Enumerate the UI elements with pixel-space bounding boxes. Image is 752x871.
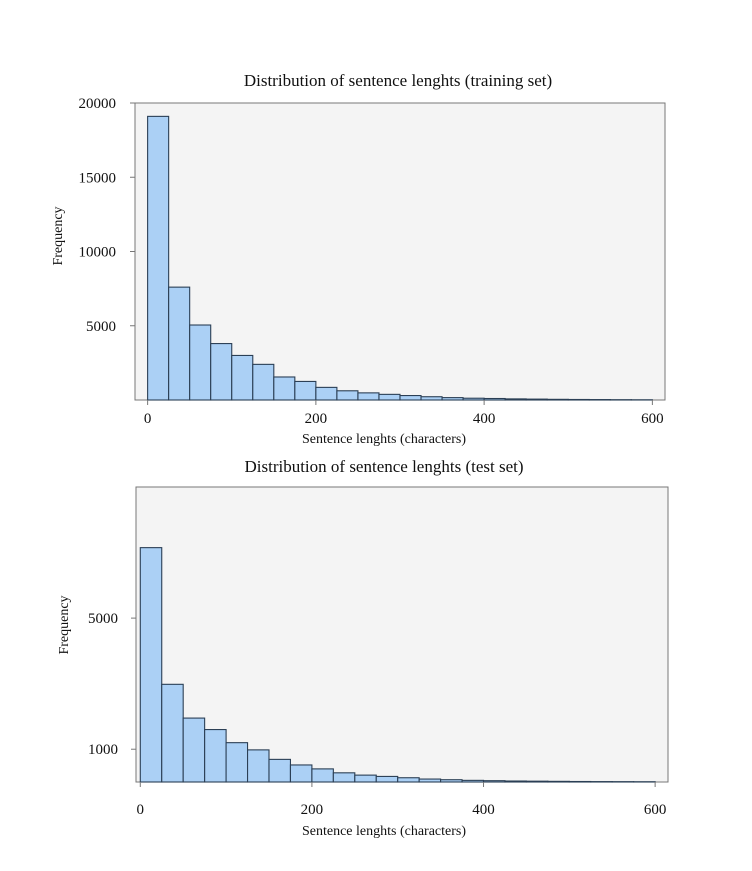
histogram-bar	[161, 683, 184, 783]
histogram-bar	[375, 775, 399, 783]
histogram-bar	[315, 386, 338, 401]
x-axis-label: Sentence lenghts (characters)	[302, 432, 466, 447]
histogram-bar	[546, 398, 569, 401]
y-tick-label: 5000	[86, 319, 116, 335]
histogram-bar	[247, 749, 270, 783]
x-ticks-group: 0 200 400 600	[144, 400, 664, 427]
histogram-bar	[311, 768, 334, 783]
y-axis-label: Frequency	[57, 595, 72, 654]
training-set-chart: Distribution of sentence lenghts (traini…	[51, 71, 666, 447]
histogram-bar	[332, 772, 356, 783]
chart-title: Distribution of sentence lenghts (test s…	[244, 457, 523, 476]
histogram-bar	[547, 780, 570, 783]
x-tick-label: 400	[472, 802, 495, 818]
histogram-bar	[441, 397, 464, 401]
histogram-bar	[147, 115, 170, 401]
histogram-bar	[357, 392, 380, 401]
histogram-bar	[397, 777, 420, 783]
histogram-bar	[252, 363, 275, 401]
y-ticks-group: 5000 10000 15000 20000	[79, 96, 135, 335]
bars-group	[147, 115, 653, 401]
histogram-bar	[461, 779, 485, 783]
histogram-bar	[139, 547, 163, 783]
chart-title: Distribution of sentence lenghts (traini…	[244, 71, 552, 90]
histogram-bar	[168, 286, 191, 401]
histogram-bar	[182, 717, 206, 783]
histogram-bar	[273, 376, 296, 401]
test-set-chart: Distribution of sentence lenghts (test s…	[57, 457, 669, 839]
x-tick-label: 600	[644, 802, 667, 818]
histogram-bar	[268, 758, 292, 783]
histogram-bar	[399, 394, 422, 401]
y-ticks-group: 1000 5000	[88, 611, 136, 758]
histogram-bar	[225, 742, 249, 783]
histogram-bar	[525, 398, 548, 401]
bars-group	[139, 547, 656, 783]
histogram-bar	[210, 343, 233, 401]
histogram-bar	[189, 324, 212, 401]
histogram-bar	[354, 774, 377, 783]
histogram-bar	[504, 398, 527, 401]
histogram-bar	[289, 764, 313, 783]
histogram-bar	[336, 390, 359, 401]
y-tick-label: 20000	[79, 96, 117, 112]
histogram-bar	[525, 780, 549, 783]
y-tick-label: 5000	[88, 611, 118, 627]
y-axis-label: Frequency	[51, 206, 66, 265]
x-tick-label: 0	[144, 411, 152, 427]
histogram-bar	[378, 393, 401, 401]
histogram-bar	[294, 380, 317, 401]
histogram-bar	[231, 354, 254, 401]
histogram-bar	[462, 397, 485, 401]
x-tick-label: 400	[473, 411, 496, 427]
y-tick-label: 15000	[79, 170, 117, 186]
x-tick-label: 600	[641, 411, 664, 427]
histogram-bar	[504, 780, 527, 783]
x-axis-label: Sentence lenghts (characters)	[302, 824, 466, 839]
histogram-bar	[482, 780, 506, 783]
x-tick-label: 0	[137, 802, 145, 818]
histogram-bar	[204, 729, 227, 783]
x-tick-label: 200	[301, 802, 324, 818]
histogram-bar	[440, 779, 463, 783]
x-tick-label: 200	[305, 411, 328, 427]
histogram-bar	[418, 778, 442, 783]
histogram-bar	[483, 397, 506, 401]
histogram-bar	[567, 398, 590, 401]
x-ticks-group: 0 200 400 600	[137, 782, 667, 818]
y-tick-label: 10000	[79, 245, 117, 261]
histogram-bar	[420, 396, 443, 401]
y-tick-label: 1000	[88, 742, 118, 758]
